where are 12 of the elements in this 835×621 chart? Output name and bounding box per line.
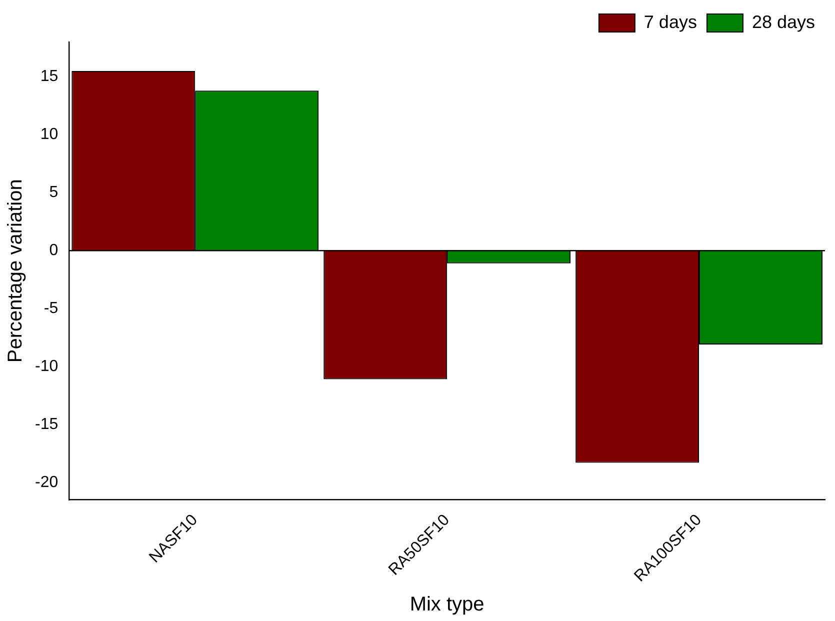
- legend-label: 7 days: [644, 12, 697, 32]
- y-tick-label: -5: [44, 300, 58, 317]
- y-axis-title: Percentage variation: [4, 179, 27, 363]
- y-tick-label: 10: [40, 126, 58, 144]
- y-tick-label: 15: [40, 68, 58, 86]
- y-tick-label: 5: [49, 184, 58, 202]
- y-tick-label: -20: [35, 474, 58, 491]
- y-tick-label: -15: [35, 416, 58, 433]
- y-tick-label: -10: [35, 358, 58, 375]
- legend-label: 28 days: [752, 12, 816, 32]
- x-axis-title: Mix type: [410, 594, 484, 616]
- y-tick-label: 0: [49, 242, 58, 260]
